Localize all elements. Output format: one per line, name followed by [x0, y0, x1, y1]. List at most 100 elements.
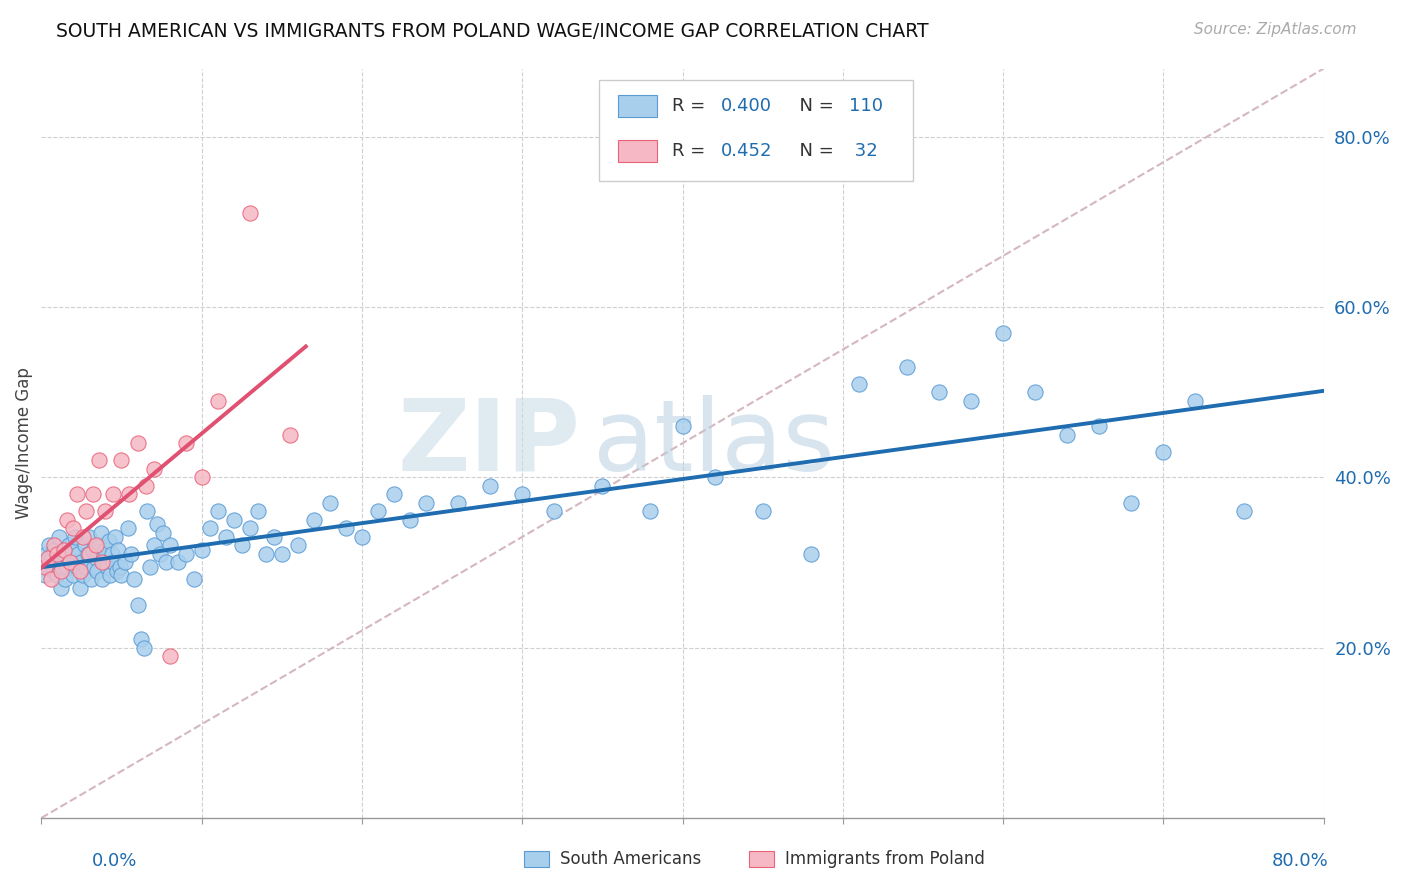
Point — [270, 547, 292, 561]
Point — [86, 564, 108, 578]
Point — [174, 547, 197, 561]
Point — [37, 551, 59, 566]
Text: Immigrants from Poland: Immigrants from Poland — [785, 850, 986, 868]
Point — [46, 568, 69, 582]
Point — [84, 551, 107, 566]
Point — [145, 517, 167, 532]
Point — [39, 551, 62, 566]
Point — [136, 504, 159, 518]
Point — [110, 568, 132, 582]
Point — [222, 513, 245, 527]
Point — [848, 376, 870, 391]
Point — [59, 556, 82, 570]
Point — [127, 598, 149, 612]
Text: R =: R = — [672, 142, 711, 160]
Text: 32: 32 — [849, 142, 877, 160]
Point — [63, 530, 86, 544]
Point — [1024, 385, 1046, 400]
Point — [35, 547, 58, 561]
Text: N =: N = — [787, 97, 834, 115]
Point — [48, 530, 70, 544]
Point — [399, 513, 422, 527]
Point — [94, 542, 117, 557]
Point — [155, 556, 177, 570]
Point — [108, 559, 131, 574]
Point — [231, 538, 253, 552]
Point — [103, 556, 125, 570]
Point — [51, 559, 73, 574]
Point — [152, 525, 174, 540]
Text: 0.400: 0.400 — [721, 97, 772, 115]
Point — [671, 419, 693, 434]
Text: 80.0%: 80.0% — [1272, 852, 1329, 870]
Point — [65, 559, 87, 574]
Point — [117, 521, 139, 535]
Point — [65, 487, 87, 501]
Text: 110: 110 — [849, 97, 883, 115]
Point — [59, 556, 82, 570]
Point — [1184, 393, 1206, 408]
Point — [49, 581, 72, 595]
Point — [96, 559, 118, 574]
Point — [91, 573, 114, 587]
Point — [79, 547, 101, 561]
Point — [800, 547, 823, 561]
Point — [82, 487, 104, 501]
Point — [991, 326, 1014, 340]
Point — [183, 573, 205, 587]
Point — [159, 649, 181, 664]
Text: SOUTH AMERICAN VS IMMIGRANTS FROM POLAND WAGE/INCOME GAP CORRELATION CHART: SOUTH AMERICAN VS IMMIGRANTS FROM POLAND… — [56, 22, 929, 41]
Point — [215, 530, 238, 544]
Point — [107, 542, 129, 557]
Point — [960, 393, 983, 408]
Text: Source: ZipAtlas.com: Source: ZipAtlas.com — [1194, 22, 1357, 37]
Point — [135, 479, 157, 493]
Point — [319, 496, 342, 510]
Point — [447, 496, 470, 510]
Point — [93, 556, 115, 570]
Point — [120, 547, 142, 561]
Point — [91, 556, 114, 570]
Point — [58, 538, 80, 552]
Point — [62, 568, 84, 582]
Point — [118, 487, 141, 501]
Point — [479, 479, 502, 493]
Point — [263, 530, 285, 544]
Point — [84, 538, 107, 552]
Point — [94, 504, 117, 518]
Point — [1121, 496, 1143, 510]
Point — [70, 556, 93, 570]
Point — [67, 547, 90, 561]
Point — [335, 521, 357, 535]
Point — [703, 470, 725, 484]
Point — [82, 542, 104, 557]
Point — [640, 504, 662, 518]
Point — [62, 521, 84, 535]
Point — [34, 559, 56, 574]
Point — [45, 556, 67, 570]
Point — [87, 453, 110, 467]
Point — [382, 487, 405, 501]
Text: South Americans: South Americans — [560, 850, 702, 868]
Point — [49, 564, 72, 578]
Point — [97, 534, 120, 549]
Point — [139, 559, 162, 574]
Point — [87, 538, 110, 552]
Point — [56, 559, 79, 574]
Text: N =: N = — [787, 142, 834, 160]
Point — [39, 573, 62, 587]
Point — [104, 530, 127, 544]
Point — [896, 359, 918, 374]
Point — [72, 568, 94, 582]
Point — [127, 436, 149, 450]
Point — [75, 559, 97, 574]
Point — [105, 564, 128, 578]
Point — [34, 568, 56, 582]
Point — [53, 573, 76, 587]
Text: 0.452: 0.452 — [721, 142, 772, 160]
Point — [75, 504, 97, 518]
Point — [73, 538, 96, 552]
Text: 0.0%: 0.0% — [91, 852, 136, 870]
Text: R =: R = — [672, 97, 711, 115]
Point — [46, 547, 69, 561]
